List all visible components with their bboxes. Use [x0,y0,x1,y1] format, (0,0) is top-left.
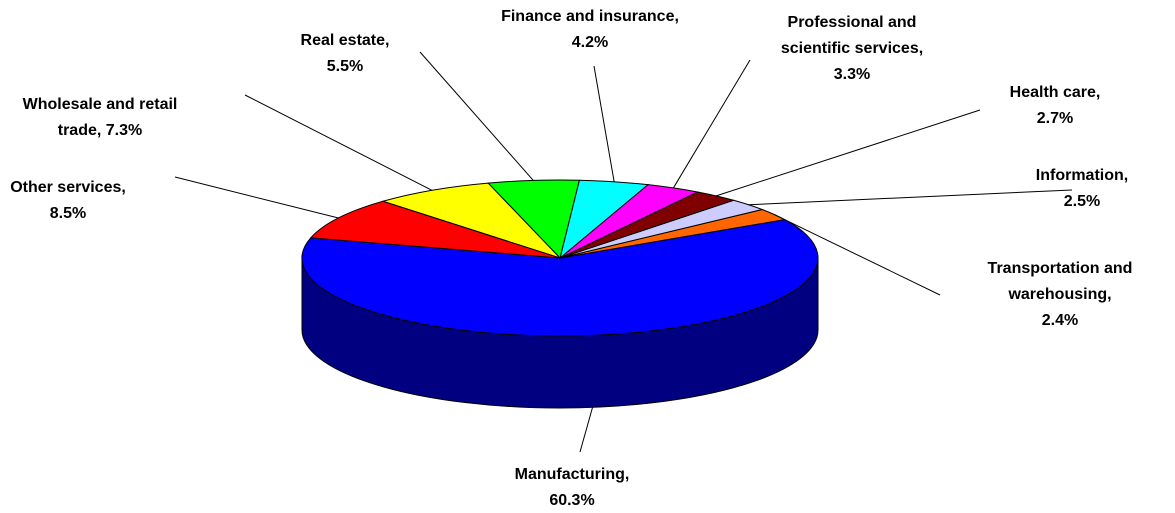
slice-group [301,219,819,409]
value-label: 2.4% [1041,312,1079,329]
leader-line [579,407,594,453]
leader-line [593,65,615,182]
slice-label: Professional and scientific services, 3.… [757,10,947,88]
category-label: Transportation and warehousing, [987,260,1133,303]
value-label: 2.5% [1063,193,1101,210]
category-label: Other services, [10,179,126,196]
category-label: Wholesale and retail trade, [22,96,178,139]
value-label: 60.3% [549,492,595,509]
slice-label: Manufacturing, 60.3% [472,462,672,513]
value-label: 8.5% [49,205,87,222]
category-label: Real estate, [300,32,390,49]
slice-label: Wholesale and retail trade, 7.3% [10,92,190,144]
leader-line [715,109,981,197]
slice-label: Other services, 8.5% [0,175,143,227]
leader-line [748,189,1073,206]
value-label: 7.3% [105,122,143,139]
value-label: 2.7% [1036,110,1074,127]
slice [381,182,561,259]
slice-label: Health care, 2.7% [990,80,1120,132]
leader-line [419,51,534,181]
category-label: Finance and insurance, [501,8,679,25]
leader-line [672,59,751,189]
slice [301,219,819,337]
slice-label: Real estate, 5.5% [285,28,405,80]
slice-label: Information, 2.5% [1022,163,1142,215]
value-label: 5.5% [326,58,364,75]
leader-line [244,94,433,191]
slice-label: Transportation and warehousing, 2.4% [955,256,1165,334]
slice-label: Finance and insurance, 4.2% [470,4,710,56]
leader-line [174,176,339,219]
slice [309,200,561,259]
category-label: Professional and scientific services, [780,14,924,57]
category-label: Information, [1035,167,1129,184]
category-label: Health care, [1009,84,1101,101]
leader-line [773,213,941,296]
value-label: 3.3% [833,66,871,83]
category-label: Manufacturing, [514,466,630,483]
value-label: 4.2% [571,34,609,51]
